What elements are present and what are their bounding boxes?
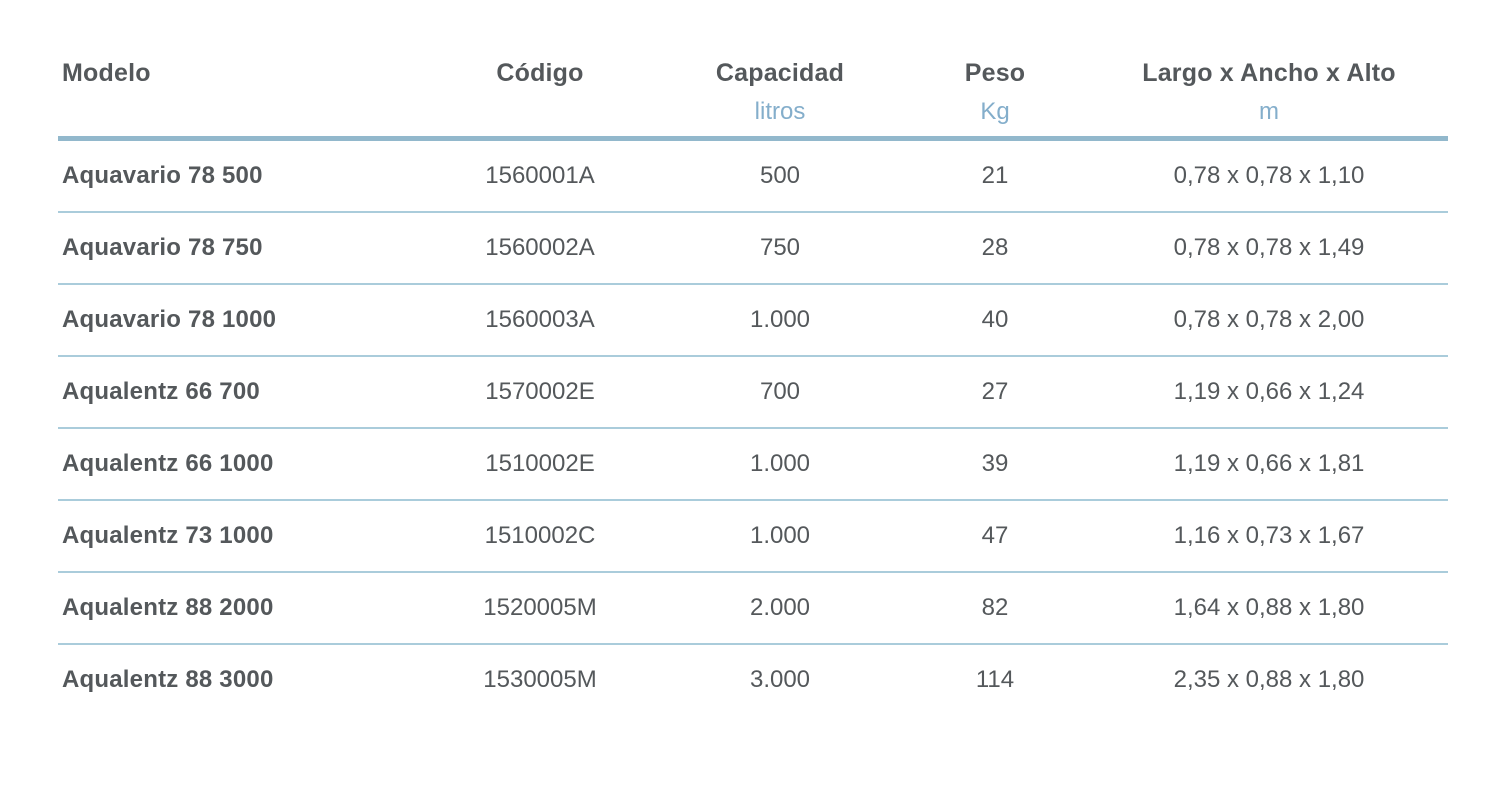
cell-dimensiones: 1,19 x 0,66 x 1,24 [1173, 378, 1365, 405]
column-header-peso: Peso [964, 59, 1026, 87]
cell-modelo: Aquavario 78 500 [62, 162, 263, 189]
cell-modelo: Aqualentz 73 1000 [62, 522, 274, 549]
cell-dimensiones: 0,78 x 0,78 x 1,10 [1173, 162, 1365, 189]
cell-dimensiones: 1,16 x 0,73 x 1,67 [1173, 522, 1365, 549]
table-header-row: Modelo Código Capacidad Peso Largo x Anc… [58, 46, 1448, 88]
cell-peso: 27 [981, 378, 1009, 405]
cell-peso: 40 [981, 306, 1009, 333]
cell-modelo: Aquavario 78 750 [62, 234, 263, 261]
cell-codigo: 1570002E [485, 378, 595, 405]
cell-dimensiones: 1,64 x 0,88 x 1,80 [1173, 594, 1365, 621]
cell-peso: 21 [981, 162, 1009, 189]
product-spec-table: Modelo Código Capacidad Peso Largo x Anc… [58, 46, 1448, 715]
cell-dimensiones: 2,35 x 0,88 x 1,80 [1173, 666, 1365, 693]
cell-dimensiones: 1,19 x 0,66 x 1,81 [1173, 450, 1365, 477]
cell-capacidad: 1.000 [749, 450, 811, 477]
table-row: Aqualentz 73 1000 1510002C 1.000 47 1,16… [58, 501, 1448, 573]
cell-dimensiones: 0,78 x 0,78 x 1,49 [1173, 234, 1365, 261]
cell-capacidad: 3.000 [749, 666, 811, 693]
cell-peso: 47 [981, 522, 1009, 549]
unit-peso: Kg [980, 98, 1010, 125]
cell-codigo: 1560002A [485, 234, 595, 261]
table-row: Aquavario 78 1000 1560003A 1.000 40 0,78… [58, 285, 1448, 357]
cell-codigo: 1530005M [483, 666, 597, 693]
cell-capacidad: 1.000 [749, 306, 811, 333]
cell-peso: 82 [981, 594, 1009, 621]
unit-dimensiones: m [1259, 98, 1279, 125]
cell-modelo: Aqualentz 88 2000 [62, 594, 274, 621]
cell-modelo: Aqualentz 66 1000 [62, 450, 274, 477]
cell-capacidad: 500 [759, 162, 801, 189]
column-header-modelo: Modelo [62, 59, 151, 87]
cell-modelo: Aqualentz 88 3000 [62, 666, 274, 693]
cell-modelo: Aquavario 78 1000 [62, 306, 277, 333]
table-row: Aqualentz 88 2000 1520005M 2.000 82 1,64… [58, 573, 1448, 645]
cell-capacidad: 1.000 [749, 522, 811, 549]
column-header-capacidad: Capacidad [715, 59, 845, 87]
unit-capacidad: litros [754, 98, 806, 125]
cell-peso: 114 [975, 666, 1015, 693]
cell-peso: 28 [981, 234, 1009, 261]
cell-capacidad: 750 [759, 234, 801, 261]
cell-capacidad: 700 [759, 378, 801, 405]
table-units-row: litros Kg m [58, 88, 1448, 141]
cell-codigo: 1520005M [483, 594, 597, 621]
cell-codigo: 1560003A [485, 306, 595, 333]
table-row: Aquavario 78 750 1560002A 750 28 0,78 x … [58, 213, 1448, 285]
cell-peso: 39 [981, 450, 1009, 477]
table-row: Aqualentz 88 3000 1530005M 3.000 114 2,3… [58, 645, 1448, 715]
column-header-codigo: Código [496, 59, 584, 87]
cell-codigo: 1510002E [485, 450, 595, 477]
cell-modelo: Aqualentz 66 700 [62, 378, 260, 405]
cell-dimensiones: 0,78 x 0,78 x 2,00 [1173, 306, 1365, 333]
cell-capacidad: 2.000 [749, 594, 811, 621]
column-header-dimensiones: Largo x Ancho x Alto [1142, 59, 1396, 87]
table-row: Aqualentz 66 700 1570002E 700 27 1,19 x … [58, 357, 1448, 429]
table-row: Aqualentz 66 1000 1510002E 1.000 39 1,19… [58, 429, 1448, 501]
cell-codigo: 1560001A [485, 162, 595, 189]
table-row: Aquavario 78 500 1560001A 500 21 0,78 x … [58, 141, 1448, 213]
cell-codigo: 1510002C [484, 522, 596, 549]
